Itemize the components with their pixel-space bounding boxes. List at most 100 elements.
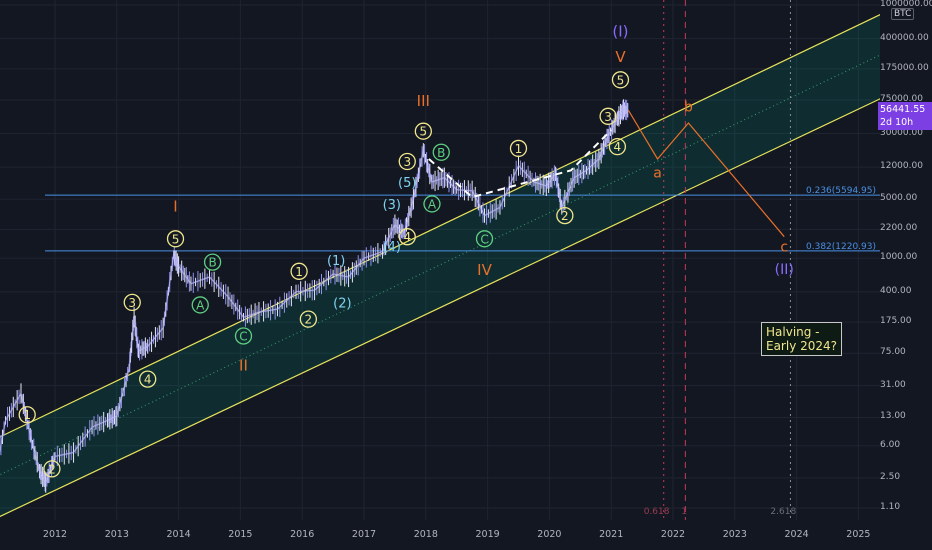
wave-label-circle — [299, 310, 318, 328]
last-price-badge: 56441.55 2d 10h — [878, 102, 932, 131]
projection-path: a b c (II) — [627, 99, 794, 278]
wave-label: 2 — [305, 313, 313, 327]
y-tick-label: 13.00 — [880, 411, 906, 422]
x-axis[interactable]: 2012 2013 2014 2015 2016 2017 2018 2019 2020 2021… — [0, 520, 932, 550]
channel-upper-line — [0, 14, 880, 438]
wave-label: B — [437, 146, 445, 160]
projection-label: (II) — [775, 262, 794, 278]
wave-label: 1 — [515, 142, 523, 156]
y-tick-label: 1000000.00 — [880, 0, 932, 9]
wave-label: (5) — [398, 176, 416, 191]
wave-label: (3) — [383, 198, 401, 213]
projection-label: c — [780, 240, 788, 256]
halving-annotation: Halving - Early 2024? — [761, 322, 843, 356]
wave-label: 3 — [604, 110, 612, 124]
y-tick-label: 75.00 — [880, 347, 906, 358]
chart-plot-area[interactable]: 0.236(5594.95) 0.382(1220.93) 0.618 1 2.618… — [0, 0, 880, 520]
time-fib-label: 2.618 — [770, 507, 796, 517]
y-tick-label: 1000.00 — [880, 252, 918, 263]
y-tick-label: 175000.00 — [880, 62, 929, 73]
wave-label: 2 — [48, 462, 56, 476]
wave-label-circle — [608, 137, 627, 156]
x-tick-label: 2020 — [537, 529, 562, 540]
wave-label: 4 — [614, 140, 622, 154]
wave-label-circle — [18, 406, 36, 424]
currency-label[interactable]: BTC — [891, 8, 915, 20]
y-tick-label: 2.50 — [880, 471, 901, 482]
wave-label: II — [239, 357, 248, 375]
y-tick-label: 400000.00 — [880, 32, 929, 43]
grid-lines — [0, 0, 880, 520]
y-tick-label: 2200.00 — [880, 223, 918, 234]
wave-label: I — [173, 198, 177, 216]
x-tick-label: 2025 — [846, 529, 871, 540]
wave-label-circle — [556, 206, 574, 225]
wave-label: (4) — [383, 240, 401, 255]
x-tick-label: 2013 — [104, 529, 129, 540]
wave-label: A — [196, 298, 205, 312]
y-tick-label: 30000.00 — [880, 127, 923, 138]
wave-label: 4 — [144, 373, 152, 387]
y-axis[interactable]: 1000000.00 400000.00 175000.00 75000.00 3000… — [876, 0, 932, 520]
wave-label-circle — [599, 107, 617, 125]
wave-label: 3 — [128, 296, 136, 310]
price-series — [0, 99, 629, 493]
y-tick-label: 400.00 — [880, 285, 912, 296]
wave-label: 1 — [23, 408, 31, 422]
y-tick-label: 6.00 — [880, 439, 901, 450]
x-tick-label: 2014 — [166, 529, 191, 540]
wave-label: (1) — [327, 254, 345, 269]
wave-label-circle — [139, 370, 157, 388]
x-tick-label: 2018 — [413, 529, 438, 540]
y-tick-label: 1.10 — [880, 502, 901, 512]
channel-lower-line — [0, 98, 880, 518]
wave-label-circle — [414, 122, 432, 140]
projection-label: a — [653, 166, 662, 182]
wave-label: C — [480, 232, 488, 246]
wave-label-circle — [509, 139, 528, 158]
dashed-trend — [428, 129, 612, 199]
wave-label: 3 — [403, 155, 411, 169]
wave-label: V — [615, 48, 626, 66]
y-tick-label: 12000.00 — [880, 161, 923, 172]
wave-label-circle — [234, 327, 253, 345]
countdown-value: 2d 10h — [880, 117, 914, 129]
wave-label-circle — [191, 296, 209, 314]
wave-label-circle — [203, 253, 222, 271]
wave-label: C — [239, 329, 247, 343]
wave-label-circle — [43, 460, 61, 478]
wave-label-circle — [290, 262, 308, 280]
wave-label: III — [417, 92, 430, 110]
x-tick-label: 2012 — [42, 529, 68, 540]
wave-label: 5 — [420, 125, 428, 139]
projection-label: b — [684, 99, 693, 115]
fib-level-label: 0.382(1220.93) — [806, 242, 876, 252]
wave-label: (2) — [333, 296, 351, 311]
wave-label-circle — [432, 143, 450, 161]
wave-label: 4 — [403, 230, 411, 244]
wave-label-circle — [398, 228, 416, 246]
wave-label-circle — [166, 230, 185, 248]
y-tick-label: 175.00 — [880, 316, 912, 327]
x-tick-label: 2017 — [351, 529, 377, 540]
wave-label: (I) — [612, 22, 628, 40]
dashed-trend-line — [428, 129, 612, 199]
x-tick-label: 2023 — [722, 529, 747, 540]
y-tick-label: 31.00 — [880, 379, 906, 390]
x-tick-label: 2016 — [290, 529, 315, 540]
wave-label-circle — [398, 152, 416, 171]
y-tick-label: 5000.00 — [880, 193, 918, 204]
y-tick-label: 75000.00 — [880, 93, 923, 104]
channel-fill — [0, 14, 880, 517]
price-channel — [0, 14, 880, 518]
wave-label: B — [208, 256, 216, 270]
wave-labels: 1 2 3 4 5 I A B C II 1 2 (1) (2) (3) (4) 3 (5) 4 5 III A B C IV 1… — [18, 22, 630, 478]
wave-label: 5 — [617, 73, 625, 87]
x-tick-label: 2021 — [599, 529, 624, 540]
time-fib-lines: 0.618 1 2.618 — [644, 0, 796, 520]
price-line — [0, 108, 629, 484]
wave-label-circle — [611, 71, 630, 89]
wave-label: 2 — [561, 209, 569, 223]
wave-label: A — [428, 197, 437, 211]
x-tick-label: 2022 — [660, 529, 686, 540]
